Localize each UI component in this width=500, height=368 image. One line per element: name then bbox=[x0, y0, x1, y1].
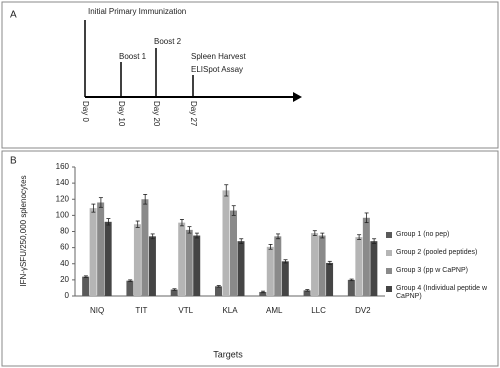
bar bbox=[355, 237, 363, 296]
timeline-day-label: Day 27 bbox=[189, 101, 198, 127]
error-bar bbox=[179, 219, 184, 227]
timeline-event-label: Initial Primary Immunization bbox=[88, 7, 186, 16]
x-tick-label: VTL bbox=[178, 306, 193, 315]
x-axis-title: Targets bbox=[213, 349, 243, 359]
legend-label: Group 3 (pp w CaPNP) bbox=[396, 267, 468, 274]
y-tick-label: 80 bbox=[60, 227, 69, 236]
error-bar bbox=[239, 238, 244, 244]
legend-swatch bbox=[386, 250, 392, 256]
error-bar bbox=[150, 233, 155, 240]
error-bar bbox=[231, 205, 236, 216]
error-bar bbox=[305, 289, 310, 292]
y-tick-label: 40 bbox=[60, 259, 69, 268]
timeline-event-label: Boost 2 bbox=[154, 37, 182, 46]
legend-label: Group 1 (no pep) bbox=[396, 231, 450, 238]
legend-label: Group 4 (Individual peptide w CaPNP) bbox=[396, 285, 488, 300]
legend-swatch bbox=[386, 232, 392, 238]
panel-label: A bbox=[10, 10, 17, 21]
error-bar bbox=[172, 288, 177, 291]
panel-a-frame bbox=[1, 1, 499, 149]
timeline-event-label: Spleen Harvest bbox=[191, 52, 246, 61]
bar bbox=[281, 261, 289, 296]
bar bbox=[362, 217, 370, 296]
timeline-day-label: Day 0 bbox=[81, 101, 90, 122]
error-bar bbox=[364, 212, 369, 224]
error-bar bbox=[143, 194, 148, 205]
bar bbox=[303, 290, 311, 296]
error-bar bbox=[194, 232, 199, 239]
y-tick-label: 140 bbox=[56, 178, 70, 187]
y-tick-label: 100 bbox=[56, 210, 70, 219]
error-bar bbox=[106, 218, 111, 226]
error-bar bbox=[312, 230, 317, 236]
error-bar bbox=[327, 260, 332, 265]
legend-label: Group 2 (pooled peptides) bbox=[396, 249, 478, 256]
bar bbox=[318, 235, 326, 296]
error-bar bbox=[91, 203, 96, 213]
legend-swatch bbox=[386, 286, 392, 292]
bar bbox=[230, 210, 237, 296]
bar bbox=[222, 190, 230, 296]
bar bbox=[237, 241, 245, 296]
bar bbox=[126, 280, 134, 296]
y-tick-label: 60 bbox=[60, 243, 69, 252]
x-tick-label: KLA bbox=[222, 306, 238, 315]
error-bar bbox=[320, 232, 325, 239]
timeline-event-label: Boost 1 bbox=[119, 52, 147, 61]
bar bbox=[97, 202, 105, 296]
error-bar bbox=[83, 275, 88, 278]
error-bar bbox=[135, 220, 140, 228]
x-tick-label: AML bbox=[266, 306, 283, 315]
bar bbox=[370, 241, 378, 296]
panel-b-frame bbox=[1, 150, 499, 367]
legend-swatch bbox=[386, 268, 392, 274]
bar bbox=[133, 224, 141, 296]
bar bbox=[215, 286, 222, 296]
bar bbox=[259, 291, 267, 296]
x-tick-label: LLC bbox=[311, 306, 326, 315]
error-bar bbox=[216, 285, 221, 288]
panel-label: B bbox=[10, 156, 17, 167]
bar bbox=[266, 246, 274, 296]
error-bar bbox=[98, 197, 103, 208]
bar bbox=[89, 208, 97, 296]
error-bar bbox=[187, 226, 192, 234]
timeline-event-label: ELISpot Assay bbox=[191, 65, 243, 74]
error-bar bbox=[276, 233, 281, 240]
timeline-arrow bbox=[293, 92, 302, 102]
error-bar bbox=[372, 238, 377, 244]
error-bar bbox=[128, 279, 133, 282]
y-tick-label: 20 bbox=[60, 275, 69, 284]
error-bar bbox=[283, 259, 288, 264]
error-bar bbox=[261, 290, 266, 294]
bar bbox=[82, 276, 90, 296]
bar bbox=[311, 233, 319, 296]
bar bbox=[141, 199, 149, 296]
bar bbox=[326, 262, 334, 296]
timeline-day-label: Day 10 bbox=[117, 101, 126, 127]
bar bbox=[347, 279, 355, 296]
bar bbox=[193, 235, 201, 296]
y-tick-label: 160 bbox=[56, 162, 70, 171]
bar bbox=[104, 221, 112, 296]
error-bar bbox=[349, 278, 354, 282]
y-axis-title: IFN-γSFU/250,000 splenocytes bbox=[19, 175, 28, 286]
bar bbox=[170, 289, 178, 296]
y-tick-label: 0 bbox=[65, 291, 70, 300]
timeline-day-label: Day 20 bbox=[152, 101, 161, 127]
error-bar bbox=[224, 184, 229, 197]
y-tick-label: 120 bbox=[56, 194, 70, 203]
x-tick-label: DV2 bbox=[355, 306, 371, 315]
bar bbox=[178, 222, 186, 296]
error-bar bbox=[357, 234, 362, 240]
x-tick-label: NIQ bbox=[90, 306, 104, 315]
bar bbox=[274, 236, 282, 296]
bar bbox=[148, 236, 156, 296]
x-tick-label: TIT bbox=[135, 306, 147, 315]
error-bar bbox=[268, 243, 273, 250]
bar bbox=[185, 229, 193, 296]
